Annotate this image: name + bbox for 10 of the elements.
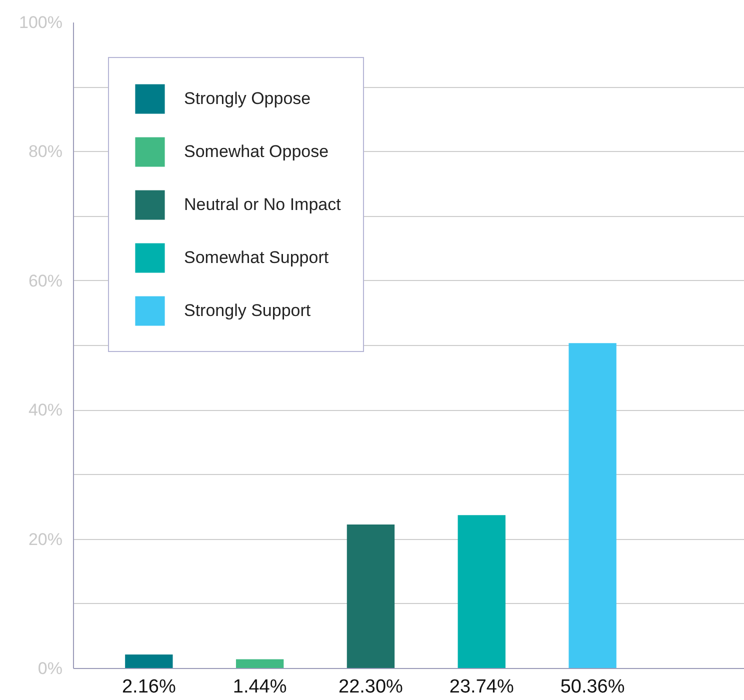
legend-label: Somewhat Oppose — [184, 142, 329, 162]
x-tick-label: 22.30% — [338, 676, 404, 698]
legend-label: Somewhat Support — [184, 248, 329, 268]
legend-label: Strongly Support — [184, 300, 311, 320]
x-tick-label: 50.36% — [560, 676, 625, 698]
legend-label: Neutral or No Impact — [184, 194, 341, 214]
x-tick-label: 1.44% — [232, 676, 287, 698]
x-tick-label: 2.16% — [122, 676, 176, 698]
x-tick-label: 23.74% — [449, 676, 514, 698]
legend-label: Strongly Oppose — [184, 88, 311, 108]
